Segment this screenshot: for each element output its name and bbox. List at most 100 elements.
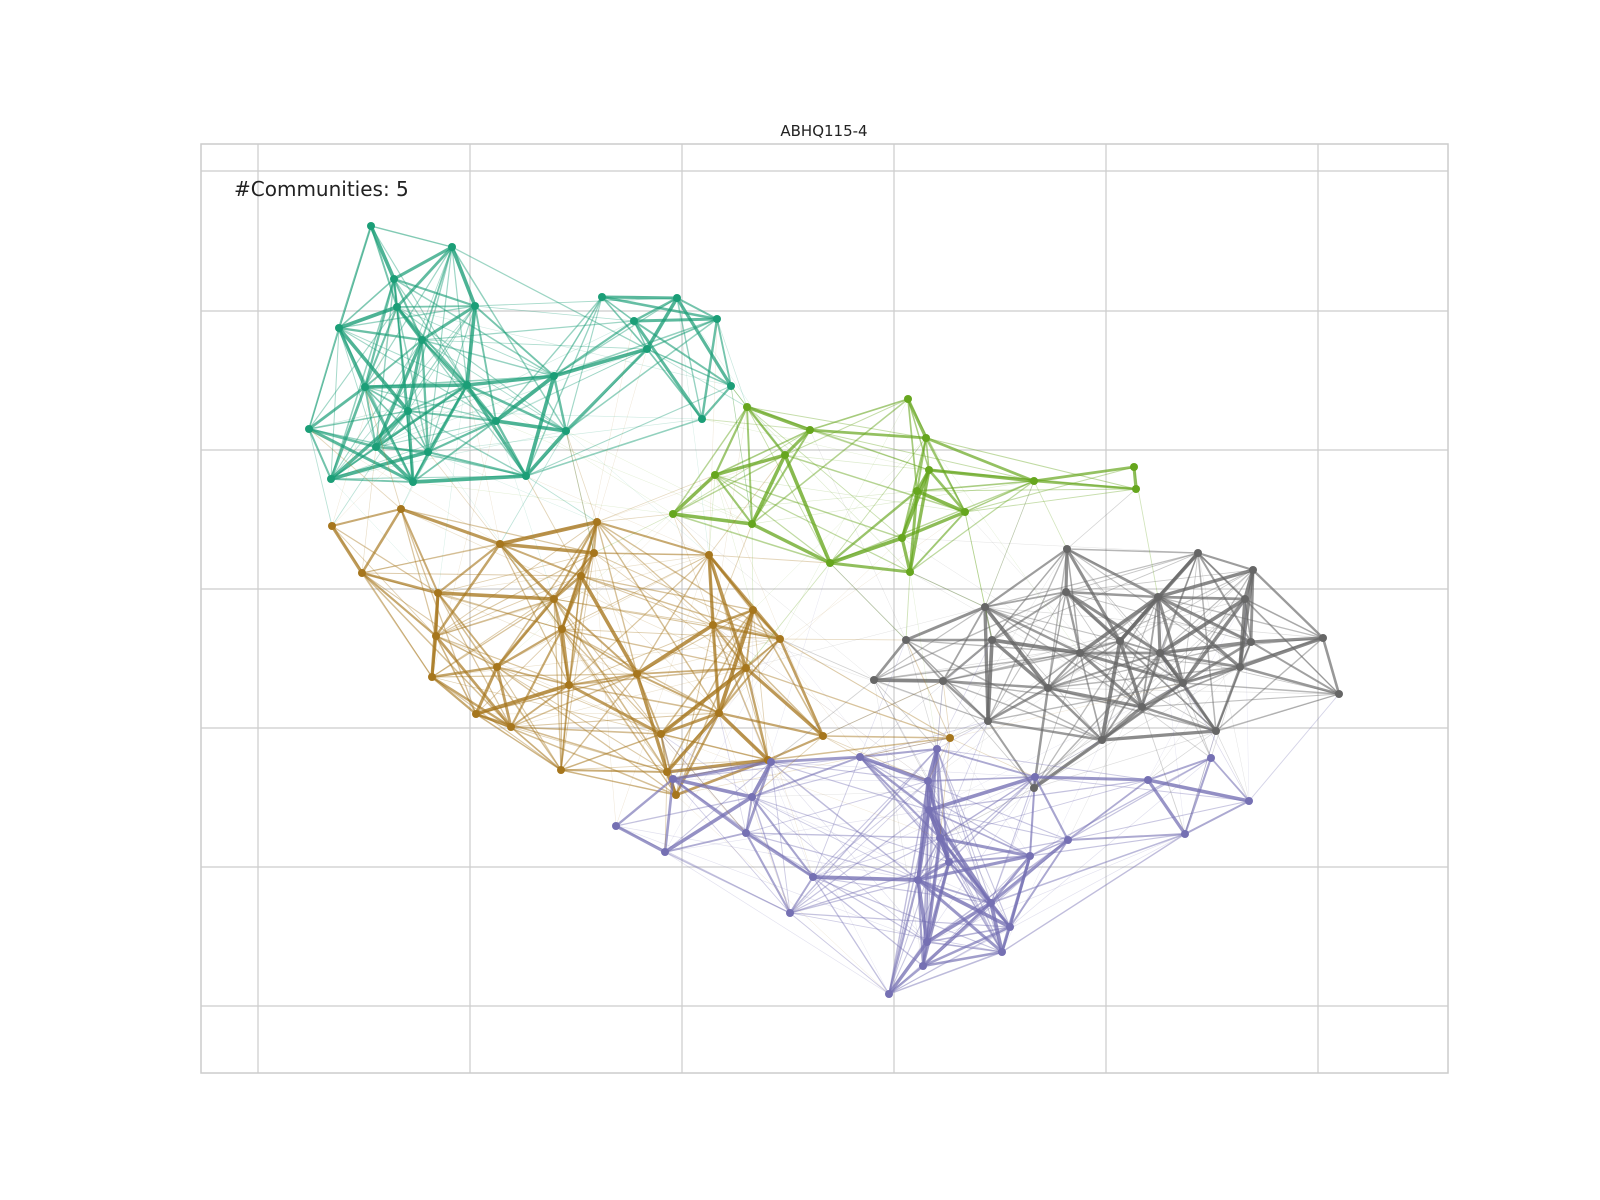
network-node-teal [361,383,369,391]
network-edge [665,758,770,774]
network-node-slate [919,962,927,970]
network-edge [568,667,747,686]
network-edge [412,420,497,483]
network-edge [1078,651,1185,685]
network-edge [936,639,993,750]
network-edge [475,713,668,773]
network-node-gray [988,636,996,644]
network-edge [905,639,951,739]
network-edge [435,635,498,668]
network-node-lime [1132,485,1140,493]
network-edge [308,428,501,545]
network-edge [730,385,786,456]
network-edge [671,777,748,835]
network-edge [431,676,562,771]
network-edge [561,628,781,640]
network-edge [660,733,769,761]
network-node-ochre [557,766,565,774]
network-edge [905,571,911,641]
network-edge [909,571,986,608]
network-node-teal [598,293,606,301]
network-edge [1146,778,1187,836]
network-edge [567,683,663,736]
network-edge [964,488,1137,513]
network-edge [364,246,453,388]
network-edge [942,680,1143,708]
network-edge [308,327,340,430]
network-edge [873,679,1011,928]
network-node-ochre [328,522,336,530]
network-edge [783,428,812,457]
network-edge [431,598,555,678]
network-edge [888,833,1186,995]
network-edge [1215,730,1250,802]
network-edge [1181,681,1218,733]
network-edge [990,638,1082,655]
network-edge [989,901,1004,954]
network-edge [436,542,502,595]
network-edge [1197,552,1250,802]
network-edge [751,787,1035,798]
network-edge [859,639,993,758]
network-edge [330,478,414,483]
network-node-slate [925,806,933,814]
network-node-ochre [742,664,750,672]
network-edge [859,720,989,758]
network-edge [927,468,1036,483]
network-edge [770,761,1036,778]
network-nodes [305,222,1343,998]
network-edge [1064,590,1162,655]
network-node-slate [786,909,794,917]
network-edge [901,537,1081,654]
network-edge [808,428,928,440]
network-edge [1238,597,1247,669]
network-edge [510,726,562,771]
network-edge [751,609,754,798]
network-edge [707,553,715,627]
network-edge [751,796,928,943]
network-edge [496,666,662,735]
network-edge [812,876,992,904]
network-edge [789,748,938,914]
network-edge [525,475,582,577]
network-edge [474,305,497,422]
network-node-lime [711,471,719,479]
network-edge [1033,596,1159,789]
network-edge [1158,651,1242,669]
network-edge [1047,596,1159,689]
network-edge [745,562,831,834]
network-edge [928,779,1149,811]
network-edge [789,837,941,914]
network-edge [859,639,907,758]
network-edge [770,761,919,881]
network-edge [872,638,908,682]
network-edge [664,771,668,853]
network-node-lime [904,395,912,403]
network-edge [712,624,929,782]
network-edge [949,682,1184,739]
network-edge [675,609,754,796]
network-edge [435,521,598,637]
network-node-lime [898,534,906,542]
network-node-gray [1076,649,1084,657]
network-edge [431,676,662,735]
network-node-gray [1335,690,1343,698]
network-edge [811,875,920,882]
network-edge [789,876,814,914]
network-node-teal [673,294,681,302]
network-edge [1067,757,1212,841]
network-edge [873,679,989,722]
network-edge [718,712,791,914]
network-edge [949,548,1068,739]
network-edge [1009,757,1212,928]
network-edge [375,278,395,448]
network-edge [873,679,1011,928]
network-edge [751,796,950,863]
network-edge [496,474,716,668]
network-node-lime [748,520,756,528]
network-edge [708,554,861,758]
network-edge [1156,595,1185,685]
network-edge [779,398,909,640]
network-edge [676,297,710,556]
network-edge [701,418,930,471]
